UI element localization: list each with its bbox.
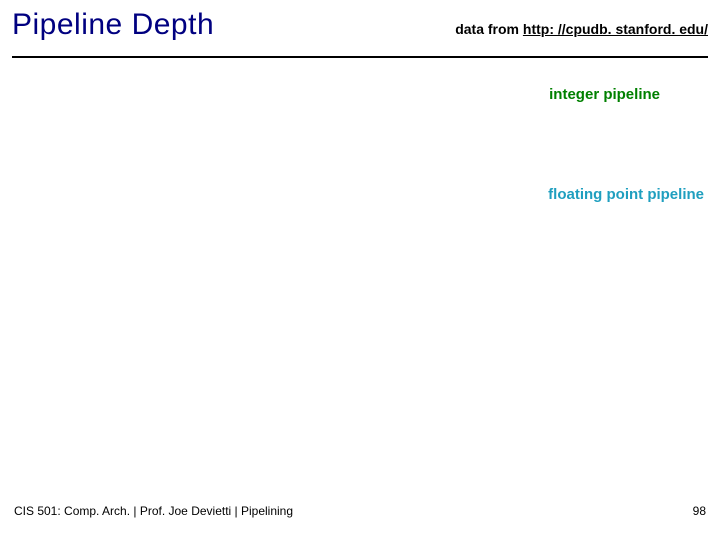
page-title: Pipeline Depth — [12, 8, 214, 42]
slide: Pipeline Depth data from http: //cpudb. … — [0, 0, 720, 540]
data-source-link[interactable]: http: //cpudb. stanford. edu/ — [523, 21, 708, 37]
title-row: Pipeline Depth data from http: //cpudb. … — [12, 8, 708, 42]
footer: CIS 501: Comp. Arch. | Prof. Joe Deviett… — [14, 504, 706, 518]
title-underline — [12, 56, 708, 58]
data-source-prefix: data from — [455, 21, 523, 37]
page-number: 98 — [693, 504, 706, 518]
data-source: data from http: //cpudb. stanford. edu/ — [455, 21, 708, 37]
footer-left: CIS 501: Comp. Arch. | Prof. Joe Deviett… — [14, 504, 293, 518]
legend-fp-pipeline: floating point pipeline — [548, 186, 704, 203]
legend-integer-pipeline: integer pipeline — [549, 86, 660, 103]
